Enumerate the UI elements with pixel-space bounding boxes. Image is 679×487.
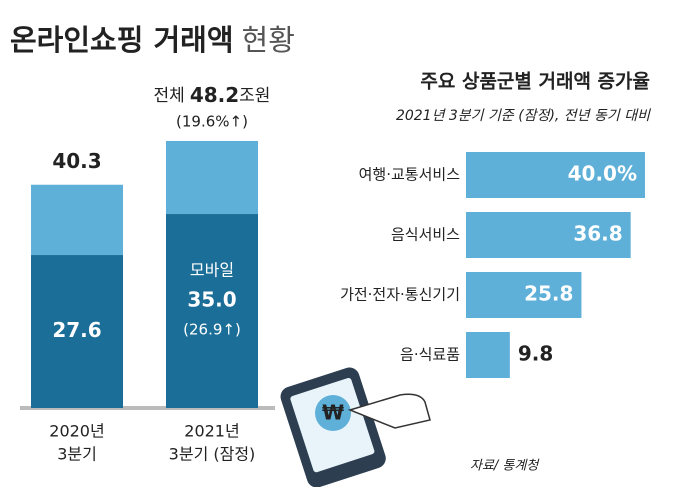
right-subtitle: 2021년 3분기 기준 (잠정), 전년 동기 대비: [396, 108, 651, 124]
series-name: 전체: [154, 86, 185, 106]
bar: [466, 152, 645, 198]
y-tick-label: 음식서비스: [391, 226, 460, 244]
x-tick-label: 2021년: [184, 422, 239, 441]
bar: [466, 332, 510, 378]
value-label: 35.0: [187, 288, 236, 312]
growth-label: (26.9↑): [183, 321, 241, 339]
title-main: 온라인쇼핑 거래액: [10, 23, 234, 57]
phone-illustration: ₩: [280, 367, 431, 487]
bar: [31, 255, 123, 408]
total-label: 전체 48.2조원: [154, 82, 271, 106]
growth-label: (19.6%↑): [176, 112, 248, 130]
x-tick-label: 3분기 (잠정): [169, 445, 256, 464]
bar: [166, 214, 258, 408]
page-title: 온라인쇼핑 거래액 현황: [10, 23, 295, 57]
x-tick-label: 3분기: [57, 445, 97, 464]
x-tick-label: 2020년: [49, 422, 104, 441]
series-name: 모바일: [190, 261, 234, 280]
value-label: 36.8: [573, 222, 622, 246]
value-label: 9.8: [518, 342, 553, 366]
bar: [466, 212, 631, 258]
y-tick-label: 여행·교통서비스: [359, 166, 461, 184]
source: 자료/ 통계청: [470, 459, 540, 474]
value-label: 40.3: [52, 149, 101, 173]
value-label: 48.2: [190, 82, 239, 106]
value-label: 40.0%: [568, 162, 637, 186]
value-label: 25.8: [524, 282, 573, 306]
y-tick-label: 음·식료품: [400, 346, 460, 364]
unit-label: 조원: [239, 86, 270, 106]
title-suffix: 현황: [242, 23, 295, 57]
bar: [466, 272, 582, 318]
svg-text:₩: ₩: [322, 401, 344, 425]
y-tick-label: 가전·전자·통신기기: [340, 286, 460, 304]
value-label: 27.6: [52, 318, 101, 342]
right-title: 주요 상품군별 거래액 증가율: [420, 71, 650, 93]
